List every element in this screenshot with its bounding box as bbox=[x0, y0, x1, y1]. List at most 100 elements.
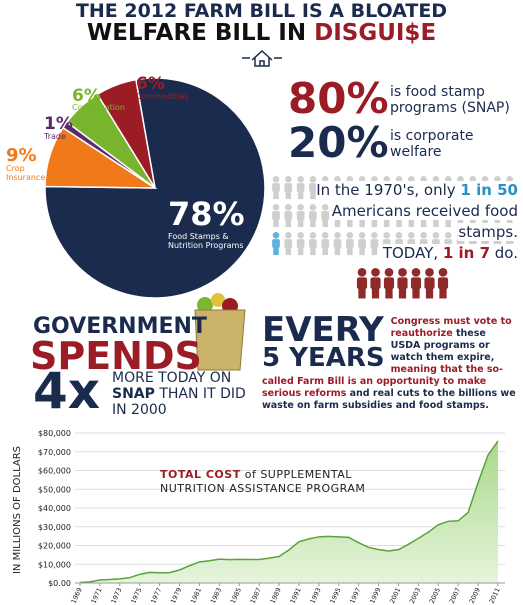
x-tick-label: 1997 bbox=[348, 586, 362, 604]
text: SNAP bbox=[112, 386, 155, 402]
person-icon bbox=[284, 232, 293, 256]
x-tick-label: 1969 bbox=[70, 586, 84, 604]
multiplier: 4x bbox=[33, 362, 101, 420]
person-icon bbox=[284, 204, 293, 228]
head bbox=[321, 176, 329, 183]
x-tick-label: 1995 bbox=[328, 586, 342, 604]
pie-category-label: Food Stamps & Nutrition Programs bbox=[168, 232, 244, 250]
y-tick-label: $0.00 bbox=[48, 579, 71, 588]
legs bbox=[412, 288, 420, 299]
stat-value: 80% bbox=[288, 74, 389, 123]
head bbox=[444, 176, 452, 183]
x-tick-label: 2005 bbox=[428, 586, 442, 604]
head bbox=[383, 176, 391, 183]
pie-value-label: 78% bbox=[168, 195, 245, 233]
person-icon bbox=[284, 176, 293, 200]
x-tick-label: 1971 bbox=[89, 586, 103, 604]
legs bbox=[358, 288, 366, 299]
pie-category-label: Trade bbox=[44, 132, 66, 141]
body bbox=[370, 239, 379, 248]
head bbox=[357, 268, 367, 277]
y-tick-label: $80,000 bbox=[38, 429, 71, 438]
head bbox=[438, 268, 448, 277]
head bbox=[494, 176, 501, 183]
body bbox=[272, 211, 280, 220]
head bbox=[395, 176, 403, 183]
body bbox=[345, 239, 354, 248]
gov-text: MORE TODAY ON SNAP THAN IT DID IN 2000 bbox=[112, 370, 262, 418]
head bbox=[309, 176, 317, 183]
body bbox=[424, 277, 435, 290]
title-line1: THE 2012 FARM BILL IS A BLOATED bbox=[75, 0, 448, 22]
x-tick-label: 1987 bbox=[249, 586, 263, 604]
head bbox=[481, 176, 489, 183]
body bbox=[309, 183, 317, 192]
head bbox=[383, 232, 391, 239]
person-icon bbox=[333, 232, 342, 256]
pie-category-label: Commodities bbox=[136, 92, 189, 101]
head bbox=[457, 176, 464, 183]
legs bbox=[445, 219, 451, 228]
head bbox=[408, 232, 415, 239]
grocery-bag bbox=[194, 293, 246, 371]
pie-slice bbox=[96, 78, 156, 189]
text: MORE TODAY ON bbox=[112, 370, 232, 386]
title-highlight: DISGUI$E bbox=[314, 20, 437, 46]
legs bbox=[285, 219, 292, 228]
pie-value-label: 1% bbox=[44, 114, 73, 134]
body bbox=[309, 239, 317, 248]
legs bbox=[359, 247, 365, 256]
legs bbox=[371, 219, 378, 228]
body bbox=[321, 239, 330, 248]
head bbox=[398, 268, 407, 277]
legs bbox=[297, 247, 304, 256]
y-tick-label: $50,000 bbox=[38, 485, 71, 494]
pie-category-label: Crop Insurance bbox=[6, 164, 46, 182]
legs bbox=[433, 219, 439, 228]
area-line bbox=[79, 440, 499, 584]
person-icon bbox=[321, 204, 330, 228]
body bbox=[370, 277, 381, 290]
x-tick-label: 1983 bbox=[209, 586, 223, 604]
person-icon bbox=[370, 232, 379, 256]
legs bbox=[310, 247, 316, 256]
head bbox=[309, 232, 317, 239]
person-icon bbox=[309, 176, 317, 200]
person-icon bbox=[437, 268, 449, 299]
head bbox=[408, 176, 415, 183]
text: In the 1970's, only bbox=[316, 181, 461, 199]
head bbox=[444, 232, 452, 239]
head bbox=[285, 204, 292, 211]
legs bbox=[439, 288, 447, 299]
x-tick-label: 1993 bbox=[308, 586, 322, 604]
y-tick-label: $70,000 bbox=[38, 448, 71, 457]
x-tick-label: 2003 bbox=[408, 586, 422, 604]
area-fill bbox=[80, 441, 498, 583]
head bbox=[334, 176, 341, 183]
legs bbox=[420, 219, 427, 228]
heading: 5 YEARS bbox=[262, 343, 385, 373]
y-axis-label: IN MILLIONS OF DOLLARS bbox=[12, 446, 23, 574]
stat-text: is corporate welfare bbox=[390, 128, 474, 160]
pie-category-label: Conservation bbox=[72, 103, 125, 112]
x-tick-label: 1973 bbox=[109, 586, 123, 604]
title-highlight: TOTAL COST bbox=[160, 468, 241, 481]
x-tick-label: 2009 bbox=[468, 586, 482, 604]
x-tick-label: 1981 bbox=[189, 586, 203, 604]
head bbox=[285, 176, 292, 183]
legs bbox=[347, 247, 353, 256]
legs bbox=[359, 219, 365, 228]
legs bbox=[322, 219, 328, 228]
head bbox=[272, 232, 280, 239]
head bbox=[346, 232, 354, 239]
text: do. bbox=[490, 244, 518, 262]
highlight: 1 in 7 bbox=[442, 244, 491, 262]
x-tick-label: 1977 bbox=[149, 586, 163, 604]
legs bbox=[334, 247, 341, 256]
person-icon bbox=[309, 232, 317, 256]
gov-spends: SPENDS bbox=[30, 334, 202, 378]
head bbox=[297, 176, 304, 183]
head bbox=[321, 204, 329, 211]
title-text: of SUPPLEMENTAL NUTRITION ASSISTANCE PRO… bbox=[160, 468, 366, 495]
x-tick-label: 1979 bbox=[169, 586, 183, 604]
